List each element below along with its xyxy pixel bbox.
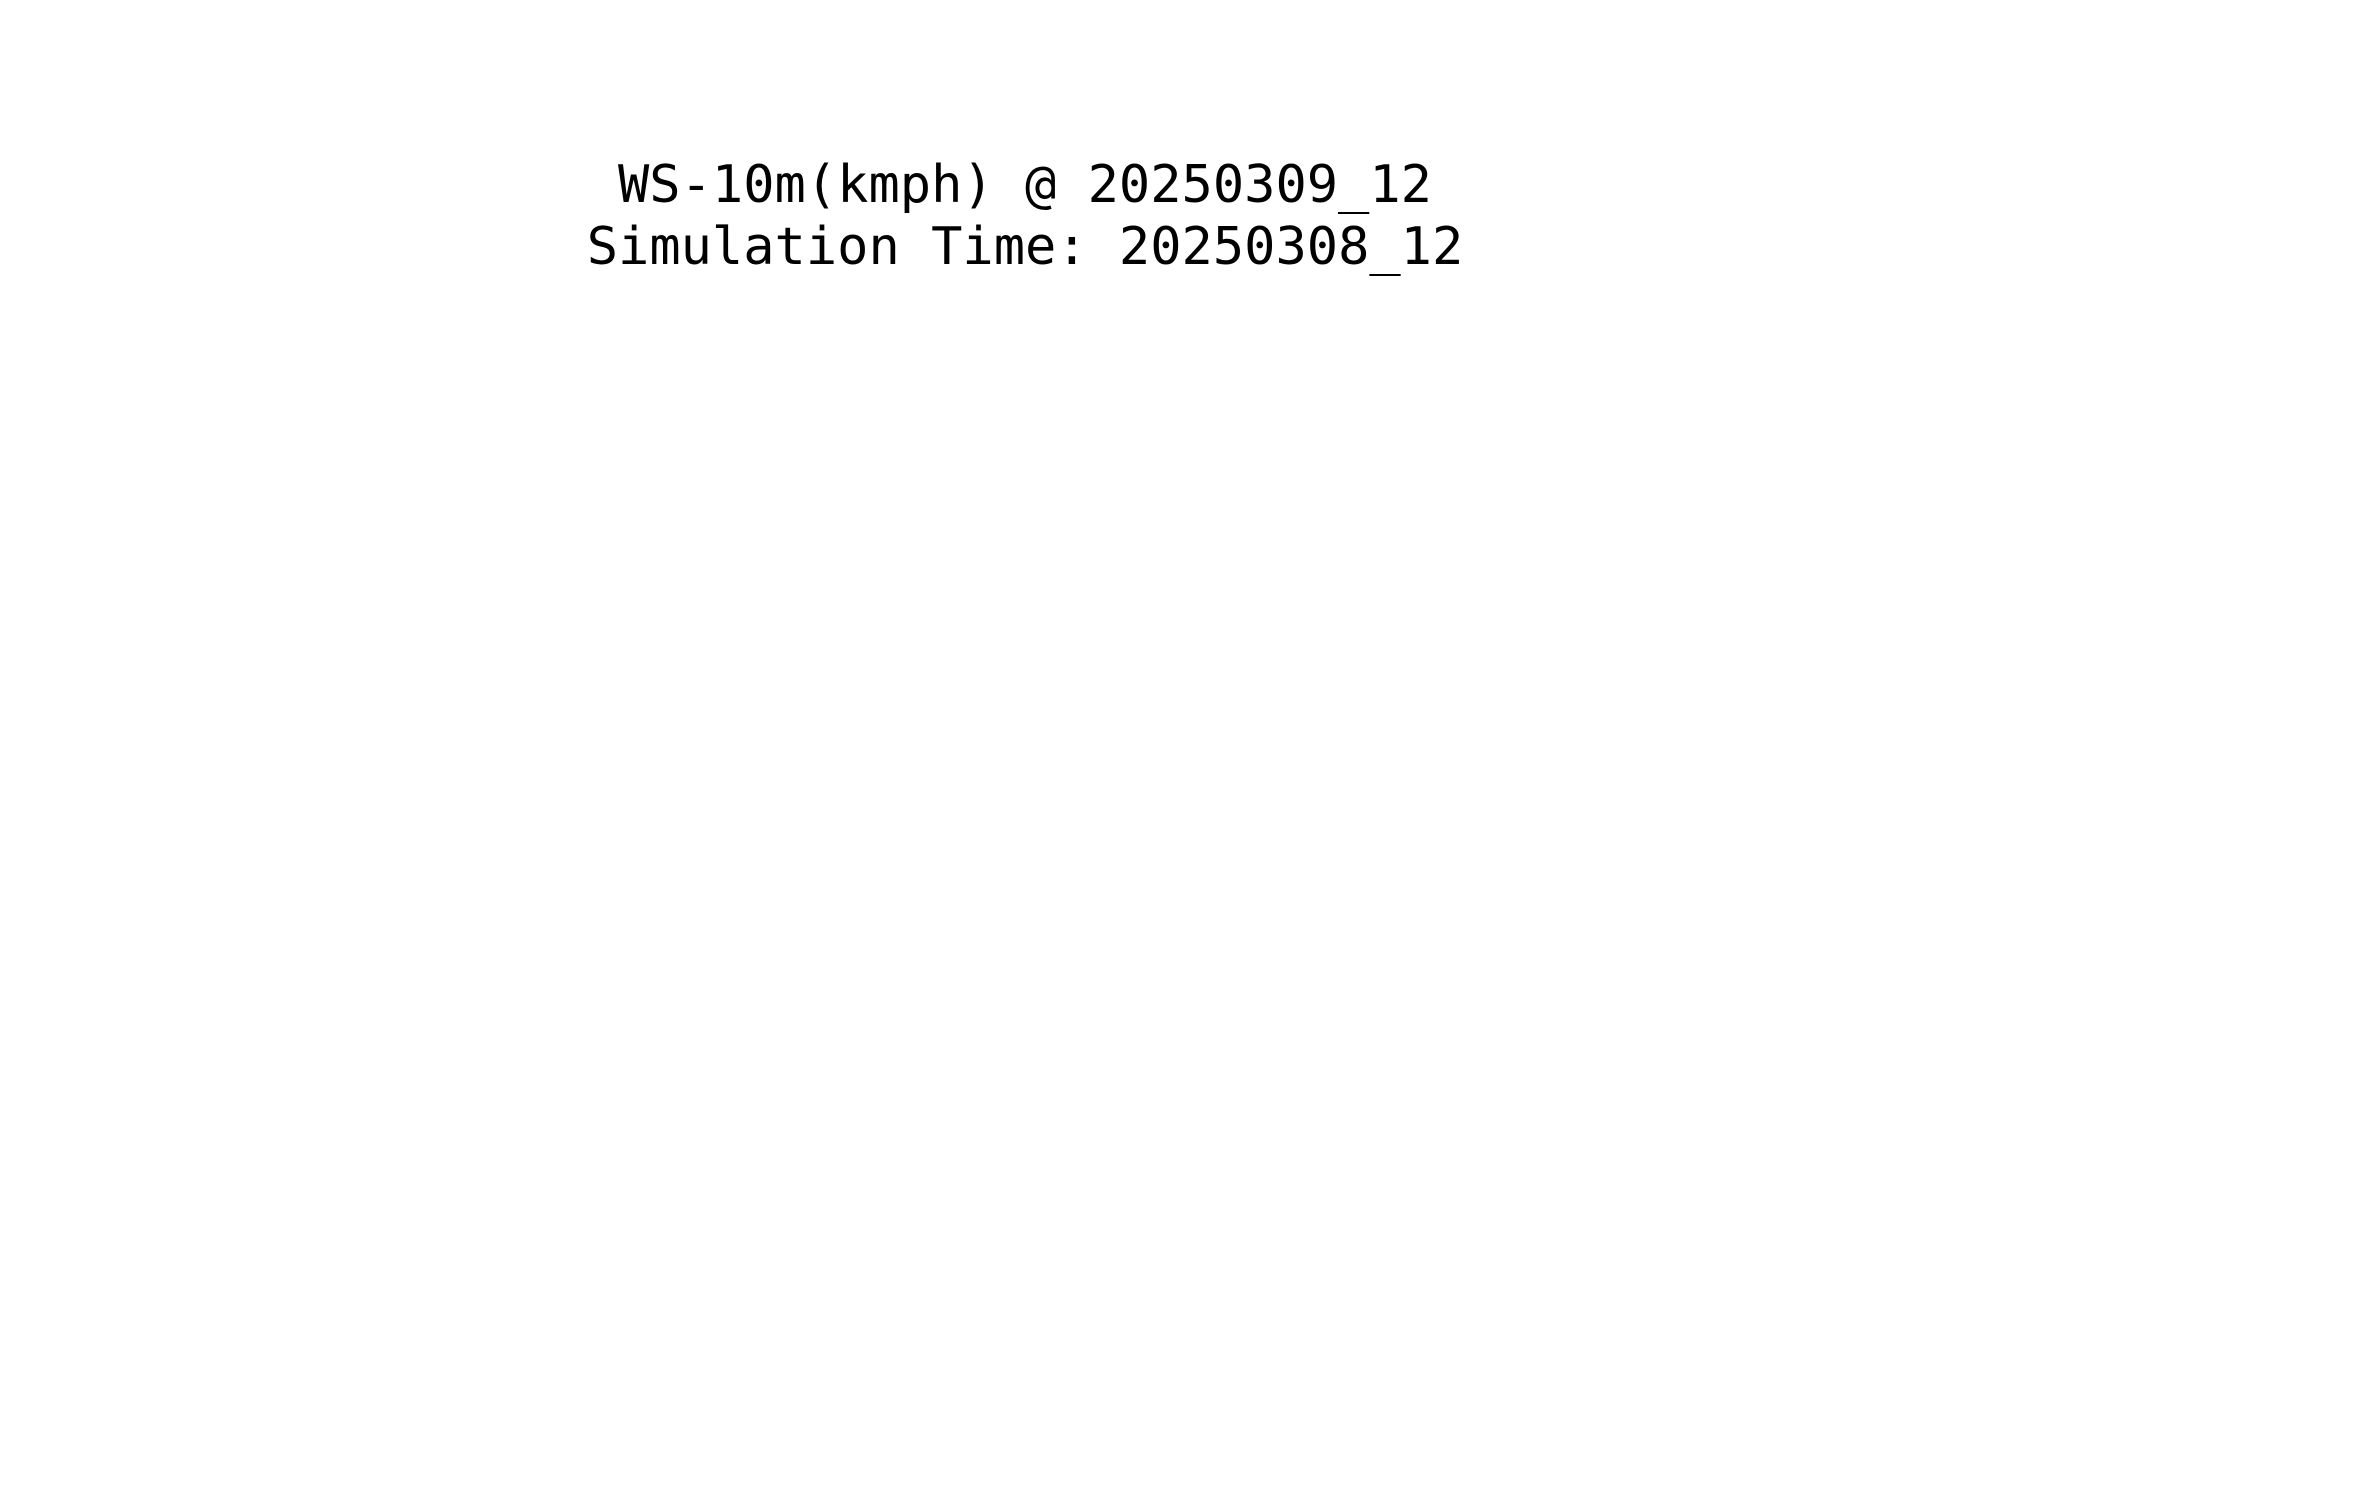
chart-subtitle: Simulation Time: 20250308_12 [586, 217, 1464, 277]
chart-title: WS-10m(kmph) @ 20250309_12 [618, 155, 1432, 215]
